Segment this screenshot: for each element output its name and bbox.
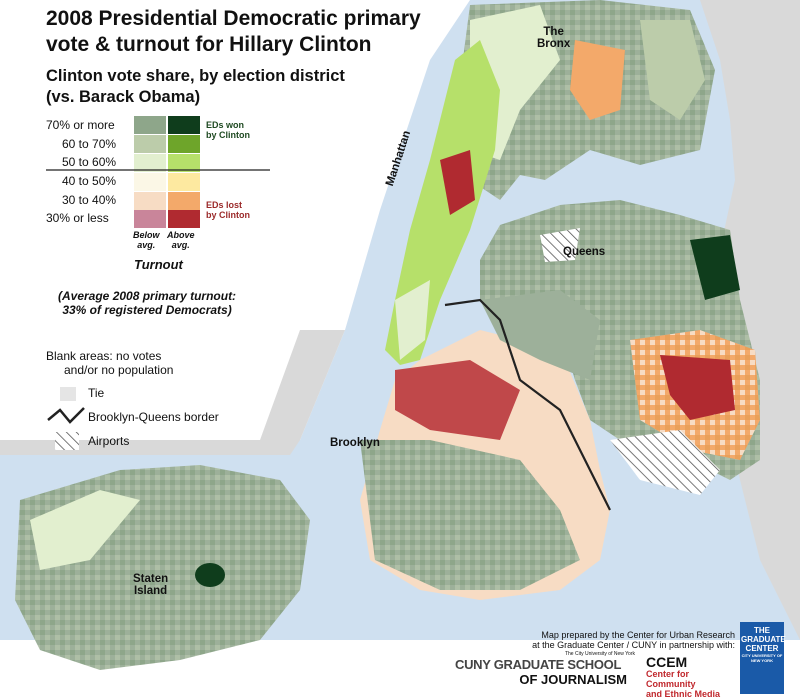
legend-row-label: 30 to 40% bbox=[62, 193, 117, 207]
credits-text: Map prepared by the Center for Urban Res… bbox=[532, 630, 735, 650]
label-staten-island: Staten Island bbox=[133, 573, 169, 597]
legend-row-label: 70% or more bbox=[46, 118, 115, 132]
legend-tie-swatch bbox=[60, 387, 76, 401]
brooklyn-queens-border-line bbox=[444, 298, 611, 511]
legend-lost-label: EDs lost by Clinton bbox=[206, 200, 250, 220]
legend-swatches bbox=[134, 116, 200, 228]
subtitle-line-2: (vs. Barack Obama) bbox=[46, 88, 201, 106]
legend-border-symbol bbox=[47, 407, 85, 424]
legend-blank-areas: Blank areas: no votes and/or no populati… bbox=[46, 349, 174, 377]
brooklyn-red bbox=[395, 360, 520, 440]
queens-red-core bbox=[660, 355, 735, 420]
map-title: 2008 Presidential Democratic primary vot… bbox=[46, 6, 421, 58]
legend-turnout: Turnout bbox=[134, 257, 183, 272]
legend-swatch-below-3 bbox=[134, 173, 166, 191]
map-subtitle: Clinton vote share, by election district… bbox=[46, 66, 345, 108]
graduate-center-logo-box bbox=[740, 622, 784, 694]
legend-swatch-above-5 bbox=[168, 210, 200, 228]
bronx-red bbox=[570, 40, 625, 120]
brooklyn-gray bbox=[360, 440, 580, 590]
legend-below-avg: Below avg. bbox=[133, 230, 160, 250]
graduate-center-logo: THE GRADUATE CENTER CITY UNIVERSITY OF N… bbox=[741, 626, 786, 663]
legend-swatch-above-3 bbox=[168, 173, 200, 191]
legend-airports: Airports bbox=[88, 434, 130, 448]
staten-island-light bbox=[30, 490, 140, 570]
legend-won-label: EDs won by Clinton bbox=[206, 120, 250, 140]
legend-swatch-below-1 bbox=[134, 135, 166, 153]
long-island-land bbox=[700, 0, 800, 640]
staten-island-dark-spot bbox=[195, 563, 225, 587]
queens-dark-green bbox=[690, 235, 740, 300]
jfk-airport bbox=[610, 430, 720, 495]
legend-swatch-below-2 bbox=[134, 154, 166, 172]
legend-row-label: 40 to 50% bbox=[62, 174, 117, 188]
brooklyn-gray-ne bbox=[480, 290, 600, 380]
legend-airport-swatch bbox=[55, 432, 79, 450]
new-jersey-land bbox=[0, 0, 470, 440]
label-queens: Queens bbox=[563, 246, 606, 258]
manhattan-dark bbox=[440, 150, 475, 215]
cuny-journalism-logo: The City University of New York CUNY GRA… bbox=[455, 651, 635, 687]
label-brooklyn: Brooklyn bbox=[330, 437, 380, 449]
subtitle-line-1: Clinton vote share, by election district bbox=[46, 67, 345, 85]
legend-above-avg: Above avg. bbox=[167, 230, 195, 250]
title-line-1: 2008 Presidential Democratic primary bbox=[46, 7, 421, 30]
bronx-north bbox=[640, 20, 705, 120]
legend-row-label: 30% or less bbox=[46, 211, 109, 225]
label-bronx: The Bronx bbox=[537, 26, 571, 50]
legend-tie: Tie bbox=[88, 386, 105, 400]
queens-airport bbox=[540, 228, 580, 262]
new-jersey-shore bbox=[0, 330, 345, 455]
legend-swatch-below-5 bbox=[134, 210, 166, 228]
manhattan bbox=[385, 40, 500, 365]
legend-swatch-above-2 bbox=[168, 154, 200, 172]
legend-row-label: 50 to 60% bbox=[62, 155, 117, 169]
legend-average-turnout: (Average 2008 primary turnout: 33% of re… bbox=[58, 289, 237, 317]
manhattan-light bbox=[395, 280, 430, 360]
legend-row-label: 60 to 70% bbox=[62, 137, 117, 151]
legend-swatch-below-4 bbox=[134, 192, 166, 210]
legend-swatch-above-0 bbox=[168, 116, 200, 134]
ccem-logo: CCEM Center for Community and Ethnic Med… bbox=[646, 654, 721, 697]
legend-border: Brooklyn-Queens border bbox=[88, 410, 219, 424]
legend-swatch-below-0 bbox=[134, 116, 166, 134]
legend-swatch-above-4 bbox=[168, 192, 200, 210]
title-line-2: vote & turnout for Hillary Clinton bbox=[46, 33, 372, 56]
legend-swatch-above-1 bbox=[168, 135, 200, 153]
